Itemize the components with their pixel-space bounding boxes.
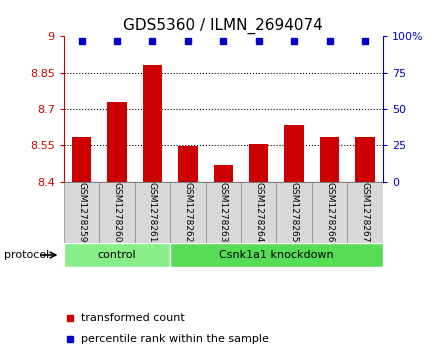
Title: GDS5360 / ILMN_2694074: GDS5360 / ILMN_2694074 (124, 17, 323, 33)
Bar (347, 182, 383, 243)
Text: GSM1278259: GSM1278259 (77, 182, 86, 242)
Bar (205, 182, 241, 243)
Text: GSM1278261: GSM1278261 (148, 182, 157, 242)
Bar (170, 182, 205, 243)
Bar (64, 243, 170, 267)
Text: GSM1278265: GSM1278265 (290, 182, 299, 242)
Bar (107, 102, 127, 182)
Bar (284, 125, 304, 182)
Bar (178, 146, 198, 182)
Text: transformed count: transformed count (81, 313, 185, 323)
Bar (312, 182, 347, 243)
Bar (320, 137, 339, 182)
Bar (135, 182, 170, 243)
Bar (64, 182, 99, 243)
Bar (72, 137, 91, 182)
Text: GSM1278262: GSM1278262 (183, 182, 192, 242)
Text: GSM1278266: GSM1278266 (325, 182, 334, 242)
Bar (356, 137, 375, 182)
Bar (213, 164, 233, 182)
Text: protocol: protocol (4, 250, 50, 260)
Text: GSM1278267: GSM1278267 (360, 182, 370, 242)
Text: GSM1278260: GSM1278260 (113, 182, 121, 242)
Text: control: control (98, 250, 136, 260)
Text: Csnk1a1 knockdown: Csnk1a1 knockdown (219, 250, 334, 260)
Text: GSM1278263: GSM1278263 (219, 182, 228, 242)
Text: GSM1278264: GSM1278264 (254, 182, 263, 242)
Bar (241, 182, 276, 243)
Bar (143, 65, 162, 182)
Bar (99, 182, 135, 243)
Bar (249, 144, 268, 182)
Bar (276, 182, 312, 243)
Bar (170, 243, 383, 267)
Text: percentile rank within the sample: percentile rank within the sample (81, 334, 269, 344)
